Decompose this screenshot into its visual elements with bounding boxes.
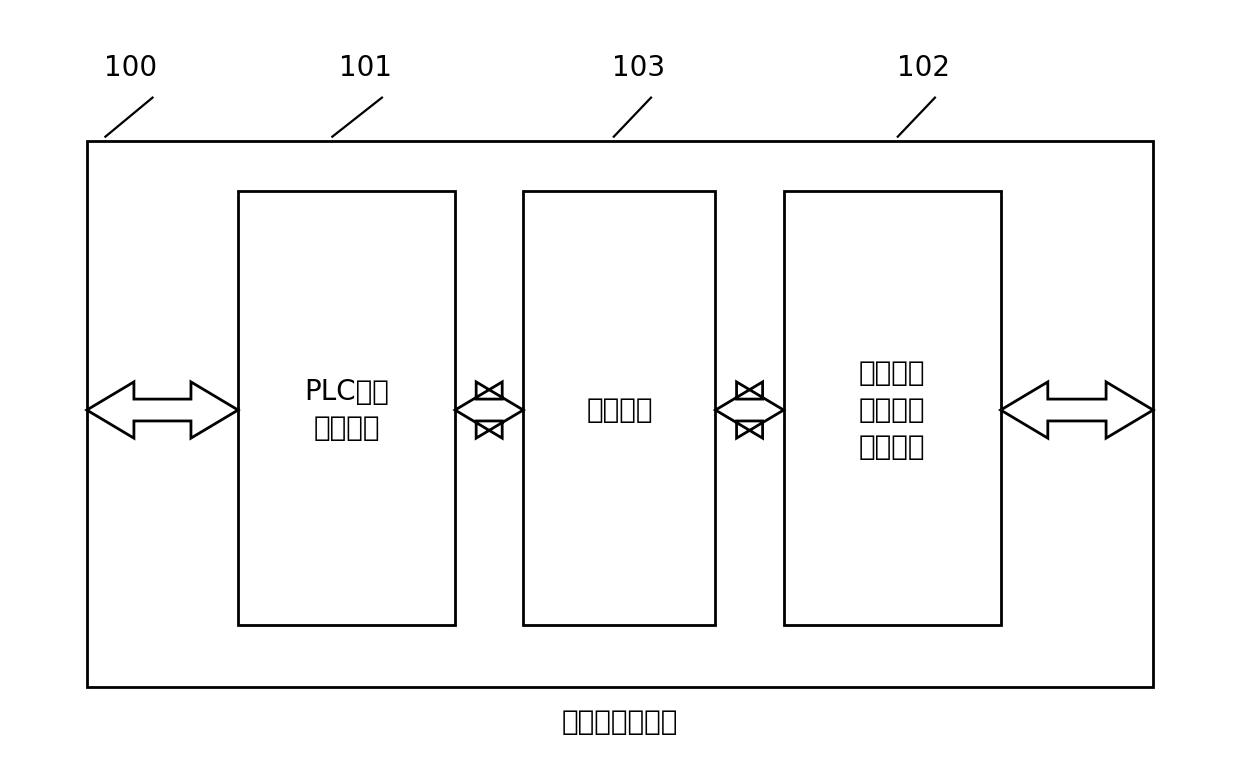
Text: 102: 102 bbox=[898, 54, 950, 82]
Text: 通信转换控制器: 通信转换控制器 bbox=[562, 708, 678, 736]
Text: 充电通信
协议信号
收发单元: 充电通信 协议信号 收发单元 bbox=[859, 359, 925, 461]
Text: 100: 100 bbox=[104, 54, 156, 82]
Text: 103: 103 bbox=[613, 54, 665, 82]
Text: 101: 101 bbox=[340, 54, 392, 82]
Bar bbox=[784, 191, 1001, 625]
Polygon shape bbox=[87, 382, 238, 438]
Polygon shape bbox=[715, 382, 784, 438]
Bar bbox=[238, 191, 455, 625]
Text: PLC信号
收发单元: PLC信号 收发单元 bbox=[304, 378, 389, 442]
Polygon shape bbox=[455, 382, 523, 438]
Bar bbox=[87, 141, 1153, 687]
Bar bbox=[523, 191, 715, 625]
Polygon shape bbox=[1001, 382, 1153, 438]
Text: 转换单元: 转换单元 bbox=[587, 396, 652, 424]
